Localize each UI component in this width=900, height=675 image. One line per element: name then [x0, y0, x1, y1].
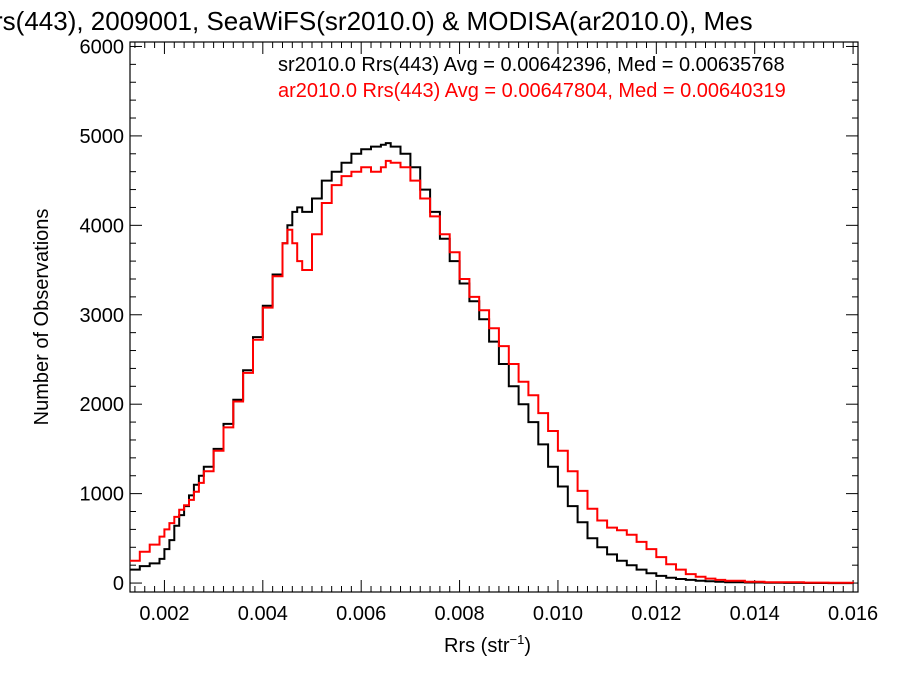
plot-area — [129, 41, 859, 593]
x-tick-label: 0.016 — [828, 603, 878, 625]
x-axis-label: Rrs (str−1) — [444, 632, 531, 657]
plot-frame — [129, 41, 859, 593]
legend-annotation-sr2010: sr2010.0 Rrs(443) Avg = 0.00642396, Med … — [278, 54, 785, 76]
y-tick-label: 3000 — [80, 305, 125, 327]
x-tick-label: 0.004 — [238, 603, 288, 625]
x-axis-label-superscript: −1 — [510, 632, 525, 647]
series-layer — [130, 142, 855, 585]
y-tick-label: 4000 — [80, 215, 125, 237]
y-axis-label: Number of Observations — [31, 209, 53, 426]
series-ar2010-histogram — [130, 159, 855, 584]
x-tick-label: 0.002 — [139, 603, 189, 625]
chart-title: rs(443), 2009001, SeaWiFS(sr2010.0) & MO… — [0, 6, 753, 36]
x-axis-label-main: Rrs (str — [444, 635, 510, 657]
x-tick-label: 0.008 — [435, 603, 485, 625]
y-tick-label: 1000 — [80, 484, 125, 506]
y-tick-label: 2000 — [80, 394, 125, 416]
y-tick-label: 5000 — [80, 126, 125, 148]
y-tick-label: 6000 — [80, 36, 125, 58]
x-tick-label: 0.012 — [631, 603, 681, 625]
tick-labels: 0.002 0.004 0.006 0.008 0.010 0.012 0.014 0.016… — [80, 36, 879, 625]
axis-ticks — [130, 42, 858, 592]
x-tick-label: 0.010 — [533, 603, 583, 625]
series-sr2010-histogram — [130, 142, 854, 585]
x-axis-label-close: ) — [524, 635, 531, 657]
legend-annotation-ar2010: ar2010.0 Rrs(443) Avg = 0.00647804, Med … — [278, 80, 786, 102]
x-tick-label: 0.006 — [336, 603, 386, 625]
x-tick-label: 0.014 — [730, 603, 780, 625]
y-tick-label: 0 — [113, 573, 124, 595]
